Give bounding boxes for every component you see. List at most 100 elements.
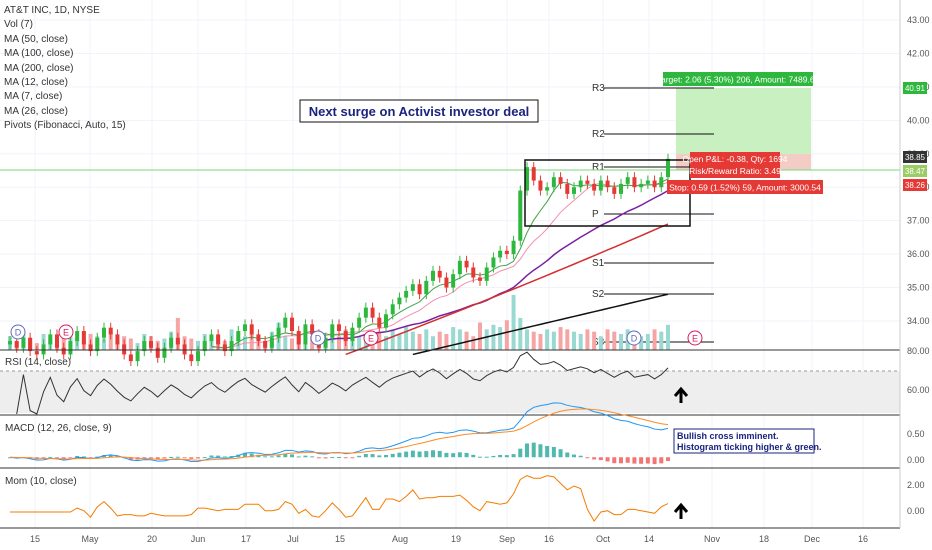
grid-lines [0, 0, 900, 528]
candle-body [585, 180, 590, 184]
candle-body [504, 250, 509, 255]
candle-body [256, 334, 261, 342]
macd-histogram-bar [310, 456, 315, 458]
macd-title: MACD (12, 26, close, 9) [5, 423, 112, 434]
pivot-p: P [592, 209, 599, 220]
candle-body [370, 307, 375, 318]
legend-item[interactable]: MA (12, close) [4, 77, 68, 89]
macd-histogram-bar [68, 457, 73, 459]
volume-bar [451, 327, 456, 350]
volume-bar [464, 331, 469, 350]
volume-bar [545, 329, 550, 350]
time-tick-label: 16 [858, 534, 868, 544]
macd-histogram-bar [41, 457, 46, 459]
volume-bar [659, 331, 664, 350]
volume-bar [652, 329, 657, 350]
annotation-title: Next surge on Activist investor deal [309, 104, 530, 119]
macd-histogram-bar [484, 456, 489, 458]
candle-body [88, 344, 93, 352]
mom-tick-label: 2.00 [907, 480, 925, 490]
legend-item[interactable]: MA (7, close) [4, 91, 63, 103]
price-tick-label: 43.00 [907, 15, 930, 25]
macd-histogram-bar [209, 455, 214, 458]
volume-bar [585, 329, 590, 350]
price-tags: 40.91 38.85 38.47 38.26 [903, 82, 927, 191]
candle-body [565, 183, 570, 194]
candle-body [296, 331, 301, 345]
candle-body [397, 297, 402, 305]
svg-text:E: E [368, 334, 374, 344]
macd-histogram-bar [652, 457, 657, 465]
volume-bar [645, 333, 650, 350]
pivot-r1: R1 [592, 162, 605, 173]
price-tick-label: 42.00 [907, 48, 930, 58]
macd-histogram-bar [639, 457, 644, 464]
macd-histogram-bar [471, 454, 476, 458]
volume-bar [484, 329, 489, 350]
legend-item[interactable]: Pivots (Fibonacci, Auto, 15) [4, 120, 126, 132]
candle-body [337, 324, 341, 332]
legend-item[interactable]: MA (50, close) [4, 33, 68, 45]
pivot-s1: S1 [592, 258, 605, 269]
candle-body [14, 341, 19, 348]
macd-histogram-bar [518, 448, 523, 458]
legend-item[interactable]: MA (26, close) [4, 105, 68, 117]
candle-body [605, 180, 610, 188]
candle-body [390, 304, 395, 315]
legend-item[interactable]: Vol (7) [4, 19, 33, 31]
legend-item[interactable]: MA (200, close) [4, 62, 74, 74]
stop-price-tag: 38.26 [905, 181, 926, 190]
macd-histogram-bar [88, 457, 93, 459]
ma-50-line [345, 223, 669, 356]
macd-histogram-bar [149, 457, 153, 459]
volume-bar [410, 331, 415, 350]
candle-body [290, 317, 294, 332]
volume-bar [249, 333, 254, 350]
macd-histogram-bar [612, 457, 617, 464]
time-tick-label: Aug [392, 534, 408, 544]
candle-body [128, 354, 133, 362]
macd-histogram-bar [249, 453, 254, 458]
macd-histogram-bar [155, 457, 160, 460]
candle-body [28, 337, 33, 352]
volume-bar [531, 331, 536, 350]
candle-body [175, 337, 180, 345]
candle-body [498, 250, 503, 258]
candle-body [75, 331, 80, 342]
volume-bar [102, 338, 106, 350]
rsi-tick-label: 60.00 [907, 385, 930, 395]
candle-body [115, 334, 120, 345]
pivot-r3: R3 [592, 83, 605, 94]
candle-body [471, 267, 476, 278]
candle-body [21, 337, 26, 348]
candle-body [323, 337, 328, 348]
macd-histogram-bar [55, 457, 59, 459]
candle-body [478, 277, 482, 281]
volume-bar [196, 340, 200, 350]
legend-item[interactable]: MA (100, close) [4, 48, 74, 60]
time-tick-label: 18 [759, 534, 769, 544]
candle-body [598, 180, 603, 191]
candle-body [424, 280, 429, 295]
candle-body [303, 324, 308, 345]
volume-bar [437, 331, 442, 350]
macd-histogram-bar [397, 452, 402, 458]
volume-bar [417, 333, 422, 350]
time-tick-label: Jun [191, 534, 206, 544]
candle-body [484, 267, 489, 281]
macd-histogram-bar [605, 457, 610, 462]
volume-bar [189, 338, 194, 350]
volume-bar [397, 333, 402, 350]
price-tick-label: 36.00 [907, 249, 930, 259]
candle-body [209, 334, 214, 342]
macd-histogram-bar [75, 455, 80, 458]
volume-bar [605, 329, 610, 350]
candlesticks [8, 153, 670, 367]
volume-bar [108, 331, 113, 350]
candle-body [68, 341, 73, 355]
candle-body [243, 324, 247, 332]
macd-histogram-bar [363, 453, 368, 458]
macd-histogram-bar [229, 455, 234, 458]
earnings-marker-icon: E [687, 330, 703, 346]
